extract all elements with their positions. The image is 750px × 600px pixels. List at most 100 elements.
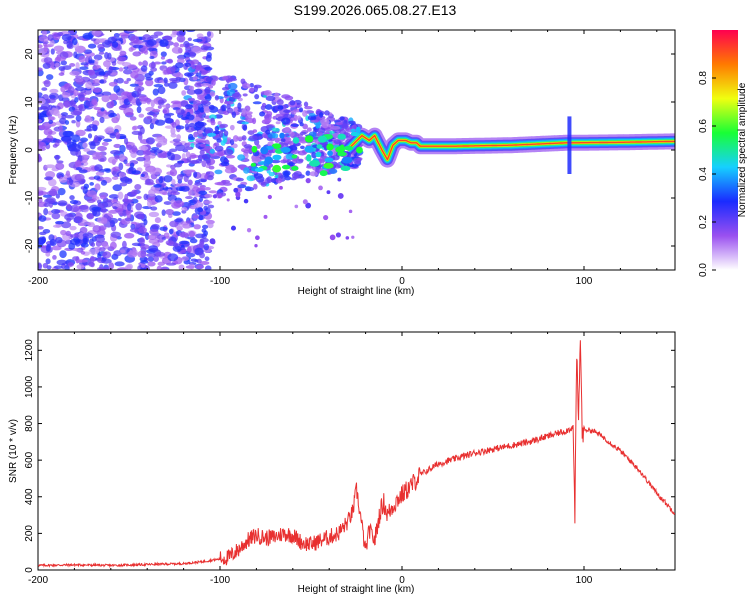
transition-blob	[203, 145, 213, 151]
noise-blob	[38, 97, 46, 105]
noise-blob	[87, 43, 97, 49]
noise-blob	[38, 197, 43, 203]
noise-blob	[50, 48, 55, 55]
noise-blob	[175, 62, 184, 69]
noise-blob	[119, 182, 128, 187]
noise-blob	[175, 125, 185, 130]
noise-blob	[38, 119, 43, 123]
noise-blob	[137, 250, 147, 258]
transition-blob	[194, 182, 203, 186]
noise-blob	[75, 248, 81, 252]
noise-blob	[138, 113, 145, 118]
x-tick-label: -100	[210, 575, 230, 586]
noise-blob	[74, 173, 85, 182]
colorbar-gradient	[712, 30, 738, 270]
noise-blob	[186, 89, 197, 95]
noise-blob	[43, 208, 49, 216]
outlier-blob	[212, 194, 217, 199]
noise-blob	[89, 142, 96, 150]
noise-blob	[137, 133, 143, 141]
noise-blob	[173, 200, 185, 208]
noise-blob	[104, 168, 112, 173]
transition-blob	[252, 129, 258, 133]
noise-blob	[173, 42, 180, 48]
noise-blob	[90, 242, 96, 247]
noise-blob	[108, 66, 113, 74]
noise-blob	[101, 94, 111, 103]
noise-blob	[147, 199, 152, 208]
noise-blob	[130, 223, 136, 230]
noise-blob	[68, 86, 75, 94]
noise-blob	[163, 82, 170, 87]
transition-blob	[348, 120, 356, 125]
noise-blob	[128, 47, 134, 52]
transition-blob	[241, 83, 251, 89]
transition-blob	[281, 117, 291, 125]
noise-blob	[57, 200, 68, 207]
noise-blob	[79, 137, 89, 142]
noise-blob	[93, 106, 102, 111]
clump-blob	[280, 146, 291, 153]
noise-blob	[142, 60, 148, 67]
noise-blob	[38, 44, 43, 49]
x-tick-label: -100	[210, 276, 230, 287]
y-tick-label: 400	[24, 488, 35, 505]
clump-blob	[317, 135, 327, 143]
noise-blob	[179, 231, 189, 238]
noise-blob	[187, 37, 192, 42]
noise-blob	[136, 149, 145, 156]
noise-blob	[60, 60, 67, 66]
noise-blob	[60, 85, 66, 93]
transition-blob	[257, 161, 265, 165]
noise-blob	[176, 173, 184, 181]
transition-blob	[260, 181, 267, 187]
noise-blob	[124, 264, 132, 270]
noise-blob	[152, 255, 159, 262]
transition-blob	[214, 169, 223, 175]
clump-blob	[272, 164, 282, 173]
y-tick-label: -20	[24, 238, 35, 253]
transition-blob	[192, 76, 198, 81]
transition-blob	[298, 158, 304, 162]
noise-blob	[131, 130, 142, 136]
transition-blob	[249, 82, 254, 88]
transition-blob	[231, 92, 242, 100]
noise-blob	[38, 226, 44, 230]
noise-blob	[150, 173, 158, 180]
transition-blob	[232, 135, 239, 142]
transition-blob	[280, 159, 287, 164]
transition-blob	[242, 93, 248, 97]
transition-blob	[299, 122, 304, 127]
y-tick-label: 10	[24, 96, 35, 108]
transition-blob	[266, 176, 273, 184]
transition-blob	[252, 101, 262, 105]
clump-blob	[355, 126, 361, 134]
transition-blob	[204, 173, 209, 180]
noise-blob	[102, 267, 110, 270]
transition-blob	[237, 184, 247, 189]
noise-blob	[181, 90, 187, 96]
noise-blob	[74, 159, 82, 167]
noise-blob	[45, 258, 51, 265]
noise-blob	[59, 250, 67, 259]
noise-blob	[167, 152, 175, 161]
noise-blob	[49, 94, 56, 100]
colorbar-tick-label: 0.6	[698, 119, 709, 133]
colorbar-label: Normalized spectral amplitude	[737, 82, 748, 217]
transition-blob	[284, 95, 294, 101]
noise-blob	[75, 119, 81, 128]
noise-blob	[135, 202, 143, 211]
noise-blob	[85, 81, 93, 90]
noise-blob	[181, 209, 187, 214]
noise-blob	[167, 188, 172, 193]
noise-blob	[134, 184, 142, 191]
outlier-blob	[305, 202, 312, 209]
transition-blob	[302, 123, 308, 130]
noise-blob	[55, 56, 66, 62]
clump-blob	[341, 156, 353, 164]
noise-blob	[122, 91, 131, 96]
transition-blob	[229, 139, 235, 146]
transition-blob	[186, 156, 192, 163]
noise-blob	[137, 81, 144, 86]
noise-blob	[40, 103, 51, 110]
